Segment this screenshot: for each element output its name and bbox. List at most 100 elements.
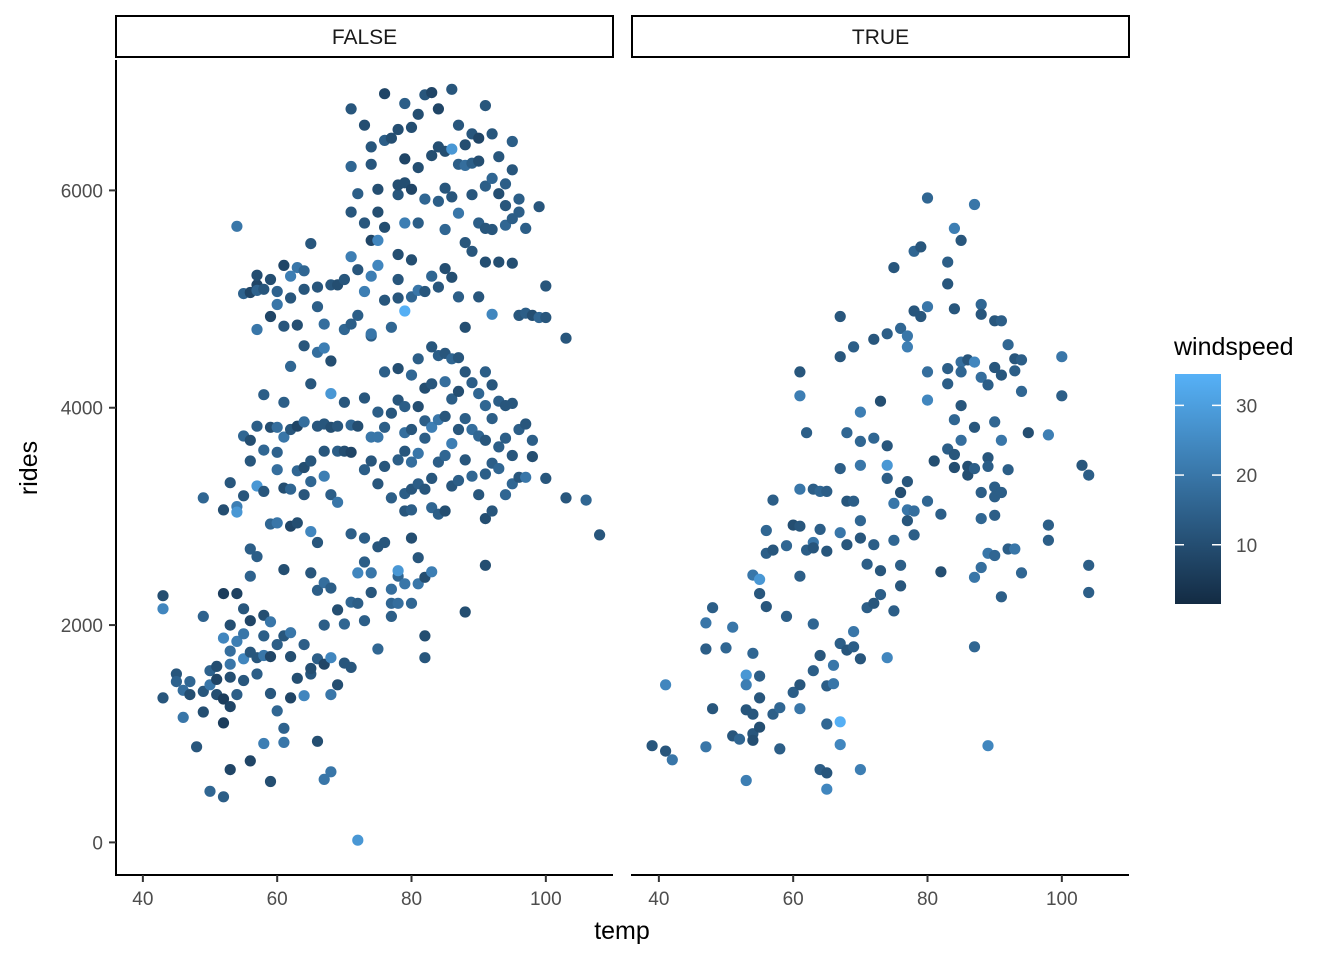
data-point xyxy=(298,690,310,702)
data-point xyxy=(942,278,954,290)
data-point xyxy=(493,188,505,200)
data-point xyxy=(520,471,532,483)
data-point xyxy=(419,652,431,664)
data-point xyxy=(473,155,485,167)
data-point xyxy=(405,504,418,516)
color-legend: windspeed 10 20 30 xyxy=(1173,333,1294,604)
data-point xyxy=(479,559,491,571)
data-point xyxy=(901,476,914,488)
data-point xyxy=(264,616,277,628)
data-point xyxy=(754,670,766,682)
data-point xyxy=(426,472,438,484)
data-point xyxy=(338,618,350,630)
data-point xyxy=(1042,534,1054,546)
data-point xyxy=(244,570,256,582)
data-point xyxy=(955,234,967,246)
data-point xyxy=(258,485,270,497)
data-point xyxy=(224,619,236,631)
data-point xyxy=(473,489,485,501)
x-tick-label: 40 xyxy=(648,889,669,910)
data-point xyxy=(660,679,672,691)
data-point xyxy=(419,483,431,495)
data-point xyxy=(372,234,384,246)
data-point xyxy=(238,490,250,502)
data-point xyxy=(217,504,230,516)
data-point xyxy=(325,652,337,664)
data-point xyxy=(204,785,216,797)
data-point xyxy=(392,123,404,136)
data-point xyxy=(298,265,310,277)
colorbar-tick-label: 30 xyxy=(1236,396,1257,417)
data-point xyxy=(412,108,424,120)
data-point xyxy=(184,689,196,701)
data-point xyxy=(392,189,404,201)
data-point xyxy=(426,566,438,578)
data-point xyxy=(794,366,806,378)
data-point xyxy=(311,584,324,596)
data-point xyxy=(379,460,391,472)
data-point xyxy=(821,783,833,795)
data-point xyxy=(466,377,478,389)
data-point xyxy=(1042,429,1054,441)
data-point xyxy=(754,721,766,733)
data-point xyxy=(740,679,752,691)
data-point xyxy=(821,545,833,557)
data-point xyxy=(540,472,552,484)
data-point xyxy=(238,628,250,640)
data-point xyxy=(975,308,987,320)
data-point xyxy=(379,294,391,306)
data-point xyxy=(921,495,934,507)
data-point xyxy=(224,658,236,670)
data-point xyxy=(264,651,277,663)
data-point xyxy=(560,492,572,504)
data-point xyxy=(466,245,478,257)
data-point xyxy=(291,672,303,684)
data-point xyxy=(345,318,357,330)
data-point xyxy=(995,486,1008,499)
data-point xyxy=(197,706,209,718)
data-point xyxy=(848,626,860,638)
data-point xyxy=(352,834,364,846)
data-point xyxy=(707,602,719,614)
data-point xyxy=(874,565,887,577)
data-point xyxy=(868,539,880,551)
data-point xyxy=(754,692,766,704)
data-point xyxy=(244,543,256,555)
y-axis-title: rides xyxy=(15,441,43,495)
y-tick-label: 4000 xyxy=(61,399,103,420)
data-point xyxy=(780,610,793,623)
data-point xyxy=(345,661,357,674)
data-point xyxy=(948,303,961,315)
strip-box-false xyxy=(115,15,614,58)
data-point xyxy=(854,515,867,527)
data-point xyxy=(901,341,914,353)
data-point xyxy=(251,323,263,336)
data-point xyxy=(345,206,357,218)
data-point xyxy=(459,139,471,151)
data-point xyxy=(479,434,491,446)
data-point xyxy=(271,464,283,476)
data-point xyxy=(989,509,1001,521)
data-point xyxy=(834,351,846,363)
data-point xyxy=(801,427,813,439)
data-point xyxy=(989,416,1001,428)
colorbar-ticks: 10 20 30 xyxy=(1175,396,1257,557)
data-point xyxy=(412,447,424,459)
data-point xyxy=(700,643,712,655)
data-point xyxy=(217,717,230,729)
data-point xyxy=(157,692,169,704)
data-point xyxy=(439,449,451,462)
data-point xyxy=(848,495,860,507)
data-point xyxy=(231,689,243,701)
data-point xyxy=(285,292,297,304)
data-point xyxy=(358,556,371,568)
data-point xyxy=(486,172,498,184)
data-point xyxy=(848,341,860,353)
data-point xyxy=(868,432,880,444)
data-point xyxy=(251,269,263,281)
data-point xyxy=(412,353,424,365)
data-point xyxy=(968,198,981,211)
data-point xyxy=(794,483,806,495)
data-point xyxy=(385,132,397,144)
data-point xyxy=(1056,351,1068,363)
